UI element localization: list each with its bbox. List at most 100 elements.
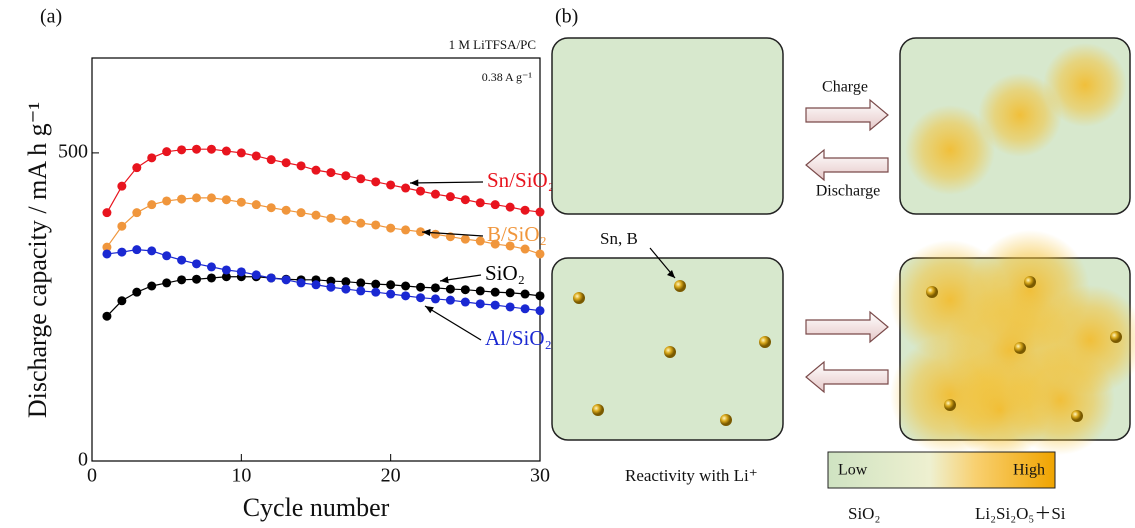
data-point bbox=[192, 274, 202, 284]
label-arrow-head bbox=[425, 306, 434, 314]
data-point bbox=[371, 220, 381, 230]
legend-label: Sn/SiO₂ bbox=[487, 168, 555, 192]
reaction-glow bbox=[978, 73, 1062, 157]
data-point bbox=[371, 279, 381, 289]
panel-label: (b) bbox=[555, 6, 578, 28]
data-point bbox=[430, 283, 440, 293]
data-point bbox=[356, 174, 366, 184]
x-axis-label: Cycle number bbox=[243, 493, 390, 522]
data-point bbox=[535, 306, 545, 316]
data-point bbox=[251, 200, 261, 210]
data-point bbox=[132, 245, 142, 255]
data-point bbox=[505, 288, 515, 298]
data-point bbox=[132, 208, 142, 218]
data-point bbox=[460, 297, 470, 307]
data-point bbox=[117, 296, 127, 306]
scale-low: Low bbox=[838, 462, 868, 479]
data-point bbox=[386, 280, 396, 290]
data-point bbox=[475, 236, 485, 246]
data-point bbox=[445, 284, 455, 294]
reactivity-label: Reactivity with Li⁺ bbox=[625, 466, 758, 485]
x-tick-label: 10 bbox=[231, 465, 251, 487]
data-point bbox=[401, 225, 411, 235]
data-point bbox=[236, 197, 246, 207]
x-tick-label: 30 bbox=[530, 465, 550, 487]
data-point bbox=[371, 177, 381, 187]
data-point bbox=[311, 280, 321, 290]
y-axis-label: Discharge capacity / mA h g⁻¹ bbox=[23, 102, 52, 418]
data-point bbox=[236, 267, 246, 277]
data-point bbox=[102, 311, 112, 321]
data-point bbox=[192, 259, 202, 269]
data-point bbox=[236, 148, 246, 158]
label-arrow-head bbox=[440, 276, 449, 284]
data-point bbox=[147, 281, 157, 291]
data-point bbox=[221, 195, 231, 205]
label-arrow bbox=[424, 305, 482, 341]
data-point bbox=[266, 273, 276, 283]
data-point bbox=[147, 153, 157, 163]
data-point bbox=[490, 287, 500, 297]
reaction-glow bbox=[905, 105, 995, 195]
data-point bbox=[132, 163, 142, 173]
data-point bbox=[401, 291, 411, 301]
data-point bbox=[177, 275, 187, 285]
data-point bbox=[341, 171, 351, 181]
data-point bbox=[326, 213, 336, 223]
data-point bbox=[162, 196, 172, 206]
data-point bbox=[177, 255, 187, 265]
data-point bbox=[535, 207, 545, 217]
label-arrow bbox=[409, 181, 484, 184]
data-point bbox=[401, 183, 411, 193]
data-point bbox=[162, 278, 172, 288]
data-point bbox=[460, 195, 470, 205]
data-point bbox=[147, 200, 157, 210]
data-point bbox=[356, 286, 366, 296]
legend-label: SiO₂ bbox=[485, 261, 525, 285]
data-point bbox=[386, 223, 396, 233]
diagram: (b) Charge Discharge Sn, bbox=[551, 6, 1135, 523]
dopant-label: Sn, B bbox=[600, 229, 638, 248]
line-chart: (a) 1 M LiTFSA/PC 0.38 A g⁻¹ Cycle numbe… bbox=[23, 6, 555, 522]
data-point bbox=[311, 165, 321, 175]
dopant-pointer-head bbox=[667, 270, 675, 278]
data-point bbox=[475, 299, 485, 309]
data-point bbox=[386, 289, 396, 299]
data-point bbox=[206, 262, 216, 272]
data-point bbox=[460, 234, 470, 244]
data-point bbox=[147, 246, 157, 256]
reaction-glow bbox=[1043, 43, 1127, 127]
data-point bbox=[520, 289, 530, 299]
series-line bbox=[106, 197, 541, 255]
data-point bbox=[102, 208, 112, 218]
data-point bbox=[475, 286, 485, 296]
data-point bbox=[535, 249, 545, 259]
product-left: SiO₂ bbox=[848, 504, 880, 523]
data-point bbox=[520, 304, 530, 314]
data-point bbox=[430, 229, 440, 239]
data-point bbox=[251, 270, 261, 280]
data-point bbox=[221, 272, 231, 282]
data-point bbox=[416, 293, 426, 303]
data-point bbox=[117, 221, 127, 231]
data-point bbox=[296, 161, 306, 171]
data-point bbox=[416, 227, 426, 237]
data-point bbox=[117, 247, 127, 257]
data-point bbox=[520, 205, 530, 215]
annotation: 1 M LiTFSA/PC bbox=[449, 37, 536, 52]
data-point bbox=[117, 181, 127, 191]
x-tick-label: 20 bbox=[381, 465, 401, 487]
label-arrow-head bbox=[422, 229, 431, 237]
data-point bbox=[162, 147, 172, 157]
reaction-glow-group bbox=[890, 230, 1135, 460]
x-tick-label: 0 bbox=[87, 465, 97, 487]
data-point bbox=[266, 155, 276, 165]
scale-high: High bbox=[1013, 462, 1045, 479]
y-tick-label: 500 bbox=[58, 140, 88, 162]
product-right: Li₂Si₂O₅＋Si bbox=[975, 504, 1066, 523]
data-point bbox=[102, 249, 112, 259]
legend-label: B/SiO₂ bbox=[487, 222, 547, 246]
data-point bbox=[266, 203, 276, 213]
arrows bbox=[805, 98, 889, 394]
data-point bbox=[206, 193, 216, 203]
